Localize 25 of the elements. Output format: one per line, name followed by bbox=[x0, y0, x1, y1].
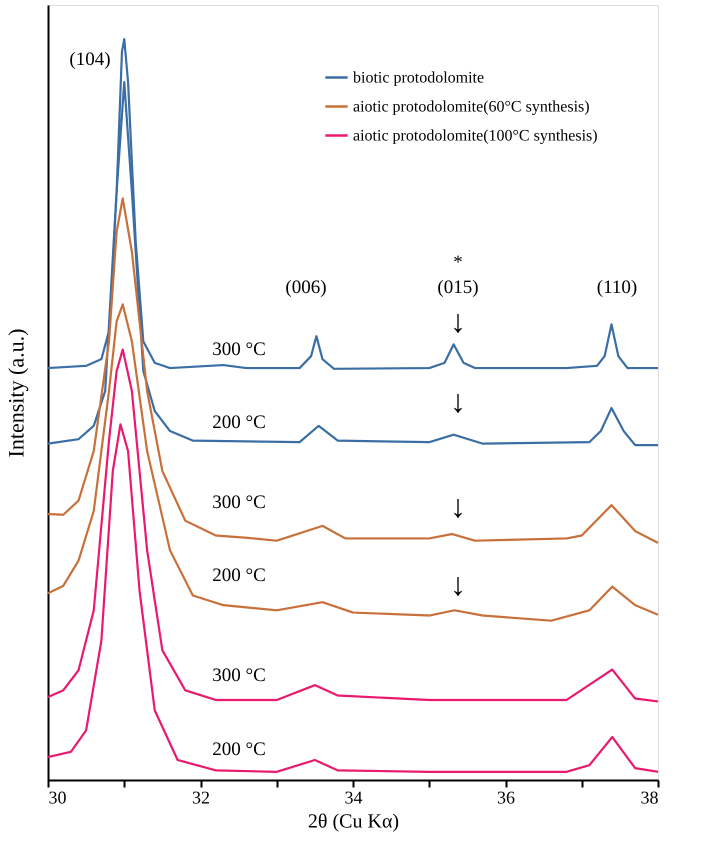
legend-label: aiotic protodolomite(60°C synthesis) bbox=[353, 98, 590, 116]
y-axis-title: Intensity (a.u.) bbox=[4, 328, 28, 458]
annotation: 300 °C bbox=[212, 492, 266, 513]
legend-label: aiotic protodolomite(100°C synthesis) bbox=[353, 128, 598, 144]
annotation: ↓ bbox=[450, 566, 466, 602]
annotation: (110) bbox=[596, 277, 638, 298]
annotation: 300 °C bbox=[212, 339, 266, 360]
legend-label: biotic protodolomite bbox=[353, 70, 484, 86]
annotation: ↓ bbox=[450, 383, 466, 419]
annotation: 200 °C bbox=[212, 412, 266, 433]
x-tick-label: 38 bbox=[640, 788, 658, 808]
annotation: 300 °C bbox=[212, 665, 266, 686]
x-tick-label: 30 bbox=[48, 788, 66, 808]
annotation: (015) bbox=[437, 277, 479, 298]
annotation: 200 °C bbox=[212, 565, 266, 586]
annotation: 200 °C bbox=[212, 739, 266, 760]
annotation: (006) bbox=[285, 277, 327, 298]
annotation: ↓ bbox=[450, 303, 466, 339]
annotation: * bbox=[453, 252, 463, 273]
x-tick-label: 34 bbox=[344, 788, 362, 808]
x-tick-label: 32 bbox=[192, 788, 210, 808]
annotation: (104) bbox=[69, 49, 111, 70]
annotation: ↓ bbox=[450, 488, 466, 524]
x-axis-title: 2θ (Cu Kα) bbox=[308, 810, 400, 832]
x-tick-label: 36 bbox=[497, 788, 515, 808]
